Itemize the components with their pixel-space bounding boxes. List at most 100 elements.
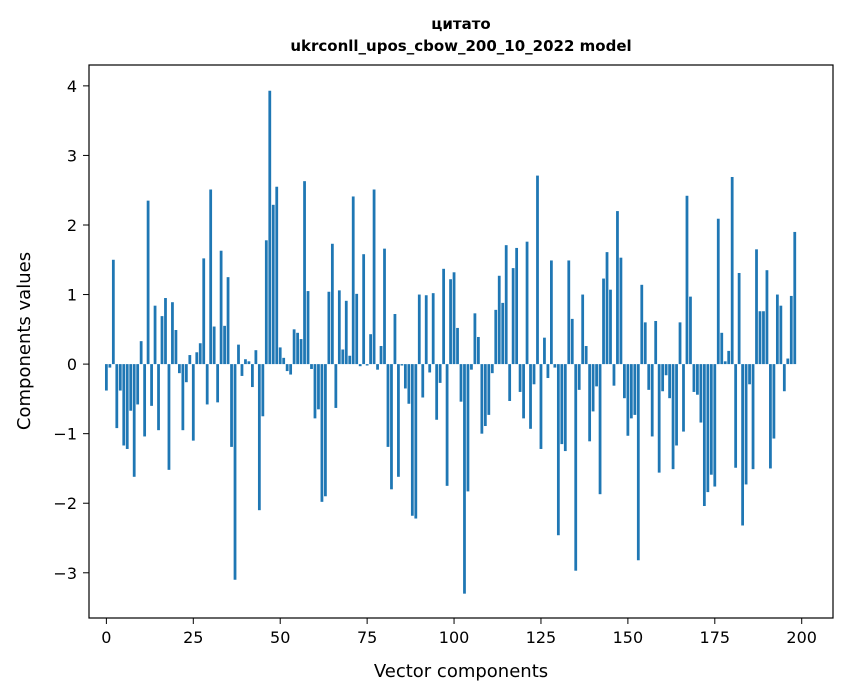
bar [501, 302, 505, 365]
bar [546, 364, 550, 379]
bar [609, 289, 612, 365]
bar [174, 330, 178, 365]
bar [407, 364, 411, 404]
bar [150, 364, 153, 406]
bar [737, 272, 741, 365]
bar [612, 364, 616, 386]
bar [584, 346, 588, 365]
bar [115, 364, 119, 429]
bar [616, 211, 619, 365]
bar [393, 314, 397, 365]
bar [254, 350, 258, 365]
bar [629, 364, 633, 419]
bar [473, 313, 477, 365]
bar [247, 361, 251, 365]
bar [167, 364, 171, 470]
bar [431, 293, 435, 365]
bar [132, 364, 136, 477]
bar [317, 364, 320, 410]
bar [271, 204, 275, 365]
y-axis-ticks: −3 −2 −1 0 1 2 3 4 [53, 77, 89, 583]
bar [351, 196, 355, 365]
x-axis-ticks: 0 25 50 75 100 125 150 175 200 [101, 618, 817, 647]
bar [779, 305, 783, 365]
bar [292, 329, 296, 365]
bar [438, 364, 442, 383]
bar [202, 258, 206, 365]
bar [226, 277, 230, 365]
bar [310, 364, 313, 369]
bar [716, 218, 720, 365]
y-tick-label: −3 [53, 564, 77, 583]
bar [452, 272, 456, 365]
bar [289, 364, 293, 375]
bar [390, 364, 393, 490]
bar [671, 364, 675, 470]
chart-title-line1: цитато [431, 15, 490, 33]
bar [122, 364, 126, 446]
bar [525, 241, 529, 365]
bar [654, 320, 658, 365]
bar [178, 364, 181, 374]
bar [400, 364, 404, 366]
bar [449, 279, 452, 365]
bar [153, 305, 157, 365]
bar [755, 249, 758, 365]
bar [233, 364, 237, 580]
bar [146, 200, 150, 365]
bar [111, 259, 115, 365]
bar [337, 290, 341, 365]
bar [268, 90, 272, 365]
y-tick-label: 3 [67, 146, 77, 165]
bar [657, 364, 661, 473]
bar [685, 195, 689, 365]
y-tick-label: 2 [67, 216, 77, 235]
bar [633, 364, 637, 415]
bar [285, 364, 289, 372]
bar [244, 359, 247, 365]
bar [518, 364, 522, 392]
bar [463, 364, 466, 594]
bar [605, 252, 609, 365]
bar [532, 364, 536, 385]
bar [171, 302, 174, 365]
x-tick-label: 200 [786, 628, 817, 647]
bar [577, 364, 581, 390]
bar [470, 364, 473, 370]
bar [560, 364, 564, 445]
bar [108, 364, 112, 368]
bar [626, 364, 630, 436]
bar [139, 341, 143, 365]
bar [748, 364, 751, 385]
bar [397, 364, 400, 477]
bar [550, 260, 553, 365]
bar [664, 364, 668, 376]
bar [567, 260, 571, 365]
bar [713, 364, 717, 487]
bar [765, 270, 769, 365]
bar [570, 318, 574, 365]
bar [299, 339, 303, 365]
bar [264, 240, 268, 365]
bar [355, 293, 359, 365]
bar [786, 358, 790, 365]
bar [365, 364, 369, 366]
y-axis-label: Components values [14, 252, 35, 430]
bar [574, 364, 578, 571]
bar [334, 364, 338, 408]
bar [313, 364, 317, 419]
bar [181, 364, 185, 431]
bar [508, 364, 512, 401]
y-tick-label: −1 [53, 425, 77, 444]
bar [129, 364, 133, 411]
bar [515, 247, 519, 365]
bar [278, 347, 282, 365]
bar [563, 364, 567, 452]
bar [661, 364, 665, 392]
bar [421, 364, 425, 398]
x-tick-label: 0 [101, 628, 111, 647]
bar [466, 364, 470, 492]
bar [727, 350, 731, 365]
bar [143, 364, 147, 437]
